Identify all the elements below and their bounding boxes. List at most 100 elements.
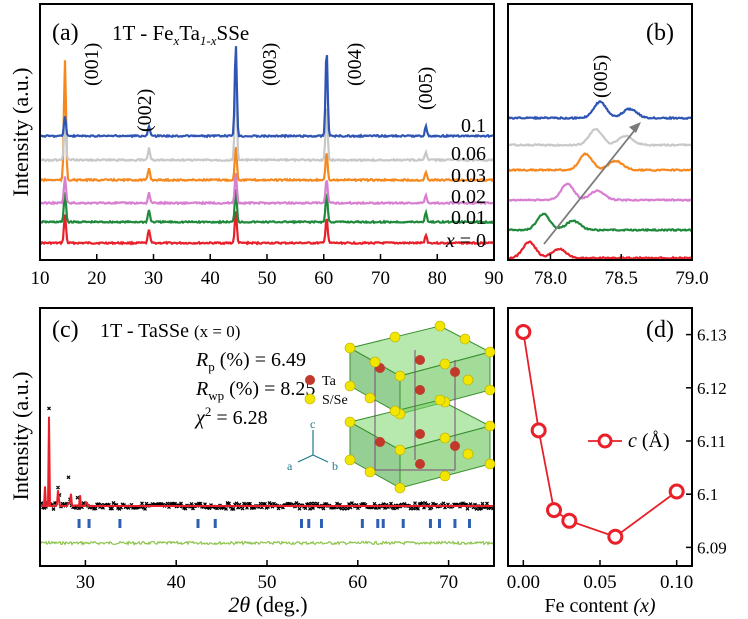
xrd-curve-0-06 <box>40 71 494 163</box>
x-tick-label: 50 <box>258 268 277 289</box>
sse-atom <box>364 392 376 404</box>
ta-atom <box>415 459 425 469</box>
series-label: 0.1 <box>461 115 486 137</box>
panel-d-series <box>515 323 685 545</box>
x-tick-label: 79.0 <box>675 268 708 289</box>
panel-d-legend: c (Å) <box>588 430 670 452</box>
ta-atom <box>415 429 425 439</box>
axis-a-label: a <box>287 459 293 473</box>
x-tick-label: 40 <box>167 572 186 593</box>
x-tick-label: 78.5 <box>605 268 638 289</box>
x-tick-label: 0.05 <box>583 572 616 593</box>
sse-atom <box>369 356 381 368</box>
legend-ta-label: Ta <box>322 374 337 389</box>
legend-c-label: c (Å) <box>628 430 670 452</box>
panel-a-x-ticks: 10 20 30 40 50 60 70 80 90 <box>31 254 504 289</box>
axis-c-label: c <box>310 417 315 431</box>
c-parameter-point <box>546 502 562 519</box>
series-label: 0.02 <box>451 186 486 208</box>
panel-a-frame <box>39 3 495 261</box>
peak-label: (003) <box>259 43 281 86</box>
sse-atom <box>434 320 446 332</box>
panel-d: 0.00 0.05 0.106.09 6.1 6.11 6.12 6.13 (d) c (Å… <box>507 307 727 617</box>
structure-legend: Ta S/Se <box>304 374 348 408</box>
sse-atom <box>484 346 496 358</box>
refinement-stat: Rp (%) = 6.49 <box>195 349 306 374</box>
sse-atom <box>484 420 496 432</box>
panel-b: 78.0 78.5 79.0 (b) (005) <box>507 3 709 289</box>
peak-005-curve <box>508 152 692 173</box>
sse-atom <box>462 448 474 460</box>
sse-atom <box>394 370 406 382</box>
c-parameter-point <box>515 323 532 340</box>
panel-a-series-labels: x = 00.010.020.030.06 0.1 <box>445 115 486 252</box>
x-tick-label: 40 <box>201 268 220 289</box>
sse-atom <box>434 394 446 406</box>
panel-c-xlabel: 2θ (deg.) <box>228 592 307 617</box>
y-tick-label: 6.12 <box>697 379 727 398</box>
x-tick-label: 0.10 <box>660 572 693 593</box>
y-tick-label: 6.13 <box>697 326 727 345</box>
sse-atom <box>439 358 451 370</box>
sse-atom <box>344 416 356 428</box>
panel-d-ticks: 0.00 0.05 0.106.09 6.1 6.11 6.12 6.13 <box>507 326 727 593</box>
sse-atom <box>344 380 356 392</box>
peak-label: (005) <box>415 67 437 110</box>
panel-c: 30 40 50 60 70 (c) 1T - TaSSe (x = 0) Rp (%)… <box>8 307 496 617</box>
sse-atom <box>462 374 474 386</box>
sse-atom <box>364 466 376 478</box>
peak-label: (001) <box>81 43 103 86</box>
panel-b-label: (b) <box>646 20 674 46</box>
refinement-stat: Rwp (%) = 8.25 <box>195 378 315 403</box>
xrd-curve-0-02 <box>40 173 494 206</box>
c-parameter-point <box>561 512 578 529</box>
peak-label: (002) <box>134 89 156 132</box>
x-tick-label: 10 <box>31 268 50 289</box>
ta-atom <box>375 437 385 447</box>
sse-atom <box>344 342 356 354</box>
peak-005-curve <box>508 127 692 148</box>
sse-atom <box>389 331 401 343</box>
ta-atom <box>450 441 460 451</box>
panel-c-ylabel: Intensity (a.u.) <box>8 372 33 501</box>
panel-b-shift-arrow <box>543 125 639 245</box>
refinement-stat: χ2 = 6.28 <box>194 404 268 429</box>
x-tick-label: 70 <box>371 268 390 289</box>
x-tick-label: 0.00 <box>507 572 540 593</box>
y-tick-label: 6.09 <box>697 538 727 557</box>
panel-a-peak-labels: (001) (002) (003) (004) (005) <box>81 43 437 132</box>
ta-atom <box>415 355 425 365</box>
x-tick-label: 78.0 <box>534 268 567 289</box>
x-tick-label: 80 <box>428 268 447 289</box>
xrd-curve-0-01 <box>40 188 494 225</box>
panel-a-title: 1T - FexTa1-xSSe <box>112 21 249 48</box>
sse-atom <box>484 458 496 470</box>
panel-b-x-ticks: 78.0 78.5 79.0 <box>534 254 709 289</box>
crystal-structure <box>344 320 496 494</box>
x-tick-label: 50 <box>258 572 277 593</box>
panel-c-label: (c) <box>52 317 79 343</box>
panel-a-curves <box>40 46 494 246</box>
x-tick-label: 90 <box>485 268 504 289</box>
panel-c-frame <box>39 307 495 567</box>
panel-b-curves <box>508 100 692 260</box>
x-tick-label: 70 <box>439 572 458 593</box>
series-label: 0.03 <box>451 165 486 187</box>
x-tick-label: 20 <box>87 268 106 289</box>
panel-c-x-ticks: 30 40 50 60 70 <box>76 560 458 593</box>
y-tick-label: 6.1 <box>697 485 718 504</box>
legend-sse-marker <box>304 393 316 405</box>
peak-label: (004) <box>344 43 366 86</box>
y-tick-label: 6.11 <box>697 432 726 451</box>
series-label: 0.01 <box>451 207 486 229</box>
series-label: x = 0 <box>445 230 486 252</box>
peak-005-curve <box>508 100 692 121</box>
c-parameter-point <box>607 528 624 545</box>
sse-atom <box>394 444 406 456</box>
panel-a-ylabel: Intensity (a.u.) <box>8 68 33 197</box>
x-tick-label: 30 <box>144 268 163 289</box>
sse-atom <box>344 454 356 466</box>
legend-sse-label: S/Se <box>322 393 348 408</box>
series-label: 0.06 <box>451 143 486 165</box>
panel-d-label: (d) <box>646 317 674 343</box>
